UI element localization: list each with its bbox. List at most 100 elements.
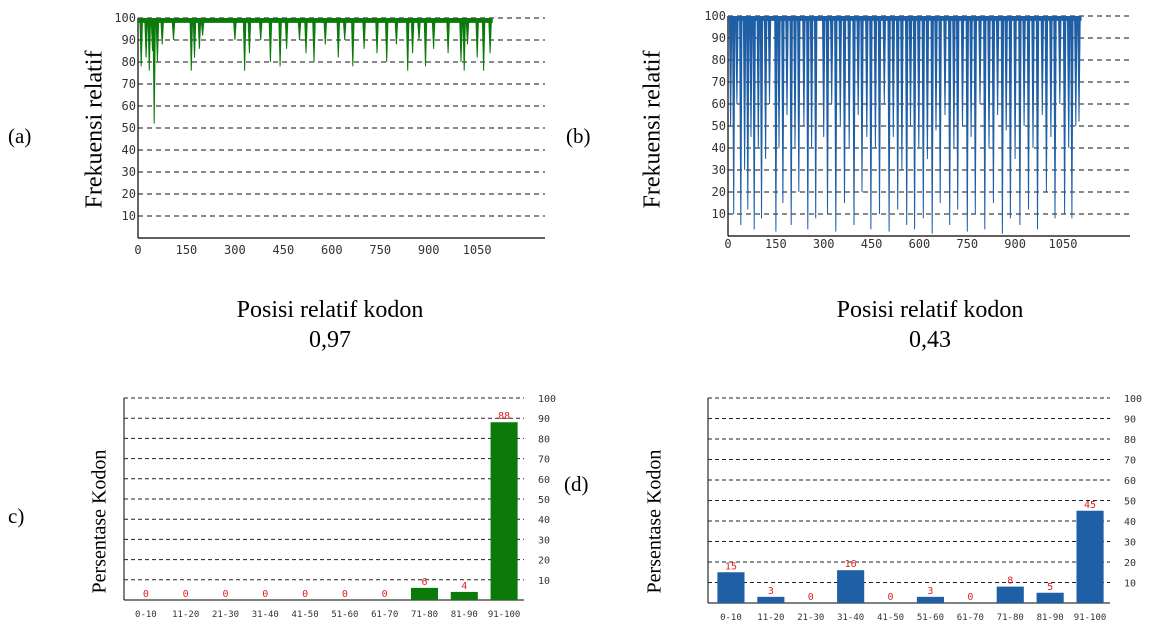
c-y-tick-label: 30	[538, 535, 550, 546]
a-x-tick-label: 900	[418, 243, 440, 257]
b-y-tick-label: 20	[712, 185, 726, 199]
b-y-tick-label: 100	[704, 9, 726, 23]
d-category-label: 61-70	[957, 613, 984, 623]
c-category-label: 91-100	[488, 610, 521, 620]
a-y-tick-label: 30	[122, 165, 136, 179]
c-category-label: 11-20	[172, 610, 199, 620]
d-bar	[1036, 592, 1064, 603]
d-category-label: 31-40	[837, 613, 864, 623]
d-bar-value-label: 5	[1047, 582, 1053, 593]
b-y-tick-label: 40	[712, 141, 726, 155]
d-y-tick-label: 20	[1124, 558, 1136, 569]
d-bar-value-label: 3	[768, 586, 774, 597]
d-bar	[757, 596, 785, 603]
c-bar-value-label: 88	[498, 411, 510, 422]
c-bar-value-label: 0	[262, 589, 268, 600]
b-series-line	[728, 19, 1082, 234]
c-category-label: 0-10	[135, 610, 157, 620]
d-category-label: 51-60	[917, 613, 944, 623]
d-bar-value-label: 0	[967, 592, 973, 603]
c-category-label: 81-90	[451, 610, 478, 620]
a-y-tick-label: 50	[122, 121, 136, 135]
d-y-tick-label: 70	[1124, 456, 1136, 467]
c-y-tick-label: 20	[538, 556, 550, 567]
d-y-tick-label: 30	[1124, 538, 1136, 549]
c-y-tick-label: 50	[538, 495, 550, 506]
panel-a-letter: (a)	[8, 124, 32, 148]
panel-b-xlabel: Posisi relatif kodon	[836, 297, 1024, 323]
a-y-tick-label: 70	[122, 77, 136, 91]
d-bar-value-label: 8	[1007, 576, 1013, 587]
panel-d-letter: (d)	[564, 472, 589, 496]
b-x-tick-label: 450	[861, 237, 883, 251]
a-series-fill	[138, 18, 493, 124]
c-y-tick-label: 80	[538, 434, 550, 445]
d-category-label: 21-30	[797, 613, 824, 623]
d-category-label: 0-10	[720, 613, 742, 623]
d-bar	[837, 570, 865, 603]
a-y-tick-label: 100	[114, 11, 136, 25]
d-bar	[1076, 510, 1104, 603]
a-y-tick-label: 80	[122, 55, 136, 69]
c-y-tick-label: 90	[538, 414, 550, 425]
d-category-label: 91-100	[1074, 613, 1107, 623]
c-bar	[450, 591, 478, 600]
c-bar	[490, 422, 518, 600]
a-x-tick-label: 600	[321, 243, 343, 257]
d-y-tick-label: 60	[1124, 476, 1136, 487]
a-y-tick-label: 60	[122, 99, 136, 113]
a-series-line	[138, 21, 493, 124]
d-category-label: 41-50	[877, 613, 904, 623]
b-x-tick-label: 600	[909, 237, 931, 251]
c-bar-value-label: 0	[183, 589, 189, 600]
a-x-tick-label: 150	[176, 243, 198, 257]
b-x-tick-label: 300	[813, 237, 835, 251]
d-bar-value-label: 0	[808, 592, 814, 603]
b-y-tick-label: 80	[712, 53, 726, 67]
c-y-tick-label: 100	[538, 394, 556, 405]
c-category-label: 71-80	[411, 610, 438, 620]
c-bar	[410, 587, 439, 600]
d-y-tick-label: 40	[1124, 517, 1136, 528]
d-bar-value-label: 16	[845, 559, 857, 570]
c-bar-value-label: 0	[143, 589, 149, 600]
a-x-tick-label: 1050	[463, 243, 492, 257]
a-x-tick-label: 0	[134, 243, 141, 257]
a-y-tick-label: 40	[122, 143, 136, 157]
b-x-tick-label: 0	[724, 237, 731, 251]
c-category-label: 51-60	[331, 610, 358, 620]
d-y-tick-label: 100	[1124, 394, 1142, 405]
a-x-tick-label: 750	[369, 243, 391, 257]
a-y-tick-label: 10	[122, 209, 136, 223]
d-category-label: 11-20	[757, 613, 784, 623]
panel-c-letter: c)	[8, 504, 25, 528]
a-x-tick-label: 300	[224, 243, 246, 257]
c-y-tick-label: 70	[538, 455, 550, 466]
panel-a-caption: Posisi relatif kodon 0,97	[180, 295, 480, 355]
panel-b-caption: Posisi relatif kodon 0,43	[780, 295, 1080, 355]
c-bar-value-label: 0	[302, 589, 308, 600]
c-y-tick-label: 60	[538, 475, 550, 486]
b-x-tick-label: 1050	[1049, 237, 1078, 251]
b-y-tick-label: 90	[712, 31, 726, 45]
c-y-tick-label: 40	[538, 515, 550, 526]
b-y-tick-label: 50	[712, 119, 726, 133]
c-bar-value-label: 0	[382, 589, 388, 600]
d-y-tick-label: 90	[1124, 415, 1136, 426]
d-bar-value-label: 0	[888, 592, 894, 603]
d-category-label: 71-80	[997, 613, 1024, 623]
b-y-tick-label: 10	[712, 207, 726, 221]
c-category-label: 61-70	[371, 610, 398, 620]
d-category-label: 81-90	[1037, 613, 1064, 623]
d-bar	[996, 586, 1024, 603]
c-category-label: 21-30	[212, 610, 239, 620]
b-x-tick-label: 900	[1004, 237, 1026, 251]
panel-b-score: 0,43	[909, 327, 951, 353]
b-y-tick-label: 60	[712, 97, 726, 111]
panel-a-xlabel: Posisi relatif kodon	[236, 297, 424, 323]
b-y-tick-label: 70	[712, 75, 726, 89]
c-bar-value-label: 6	[421, 577, 427, 588]
d-y-tick-label: 50	[1124, 497, 1136, 508]
c-category-label: 31-40	[252, 610, 279, 620]
